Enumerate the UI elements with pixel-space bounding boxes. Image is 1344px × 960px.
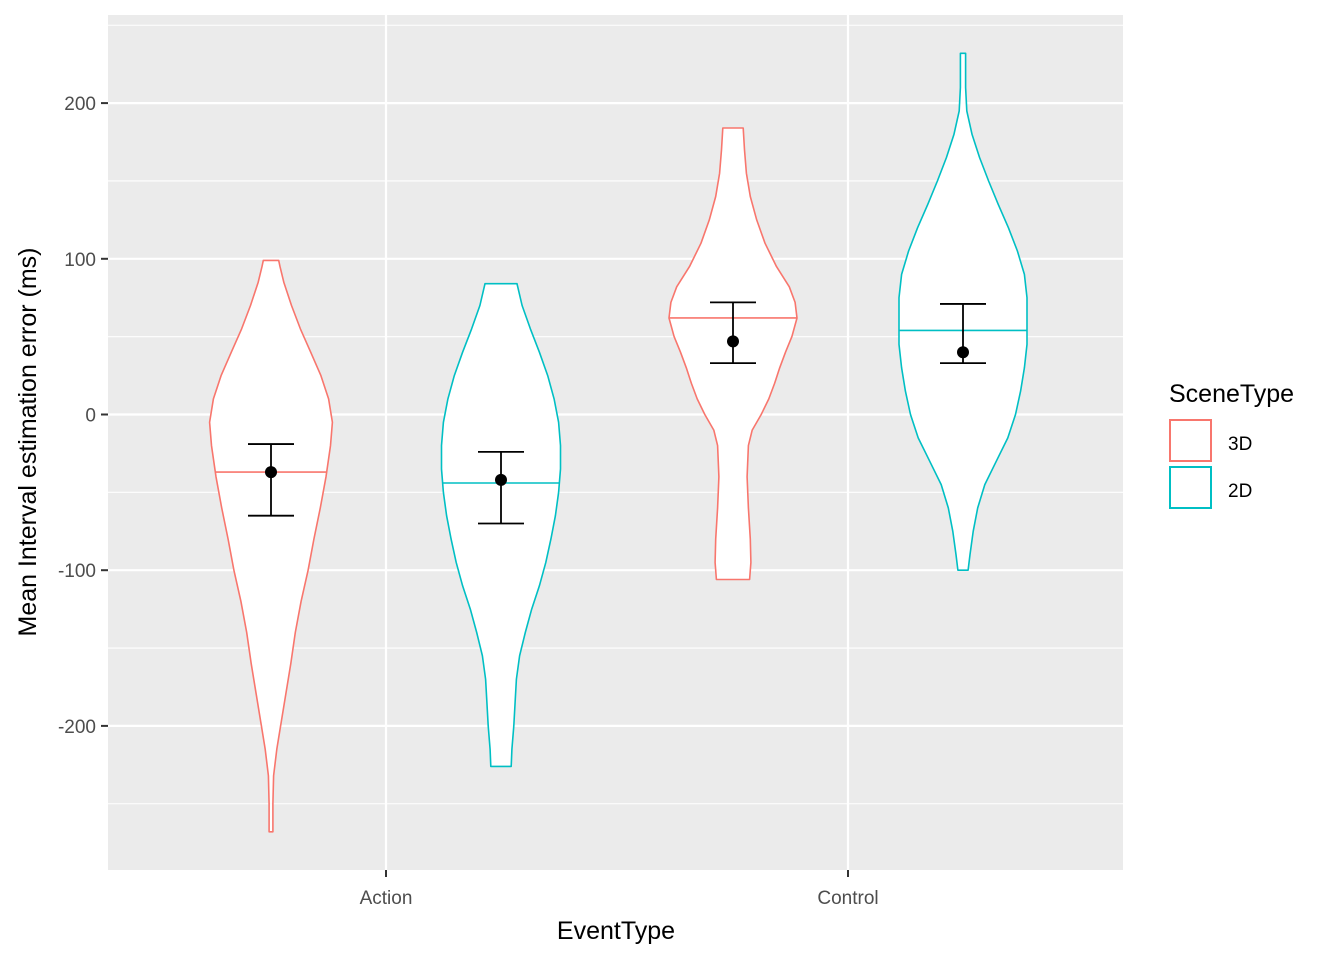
legend-key-3d	[1169, 419, 1212, 462]
y-axis: -200 -100 0 100 200	[58, 94, 108, 738]
x-tick-label: Action	[360, 888, 413, 909]
mean-point-3d-action	[265, 466, 277, 479]
legend: SceneType 3D 2D	[1169, 380, 1294, 509]
legend-key-2d	[1169, 466, 1212, 509]
y-tick-label: -100	[58, 561, 96, 582]
legend-label-3d: 3D	[1228, 434, 1252, 455]
mean-point-3d-control	[727, 335, 739, 348]
mean-point-2d-action	[495, 473, 507, 486]
violin-2d-action	[440, 282, 562, 768]
y-tick-label: 200	[64, 94, 96, 115]
y-tick-label: 100	[64, 250, 96, 271]
x-tick-label: Control	[817, 888, 878, 909]
y-tick-label: 0	[85, 406, 96, 427]
x-axis: Action Control	[360, 870, 879, 909]
y-tick-label: -200	[58, 717, 96, 738]
legend-label-2d: 2D	[1228, 481, 1252, 502]
x-axis-title: EventType	[557, 917, 675, 945]
errorbar-layer	[248, 301, 986, 525]
y-axis-title: Mean Interval estimation error (ms)	[14, 247, 42, 636]
legend-title: SceneType	[1169, 380, 1294, 408]
mean-point-2d-control	[957, 346, 969, 359]
violin-3d-action	[208, 259, 334, 833]
